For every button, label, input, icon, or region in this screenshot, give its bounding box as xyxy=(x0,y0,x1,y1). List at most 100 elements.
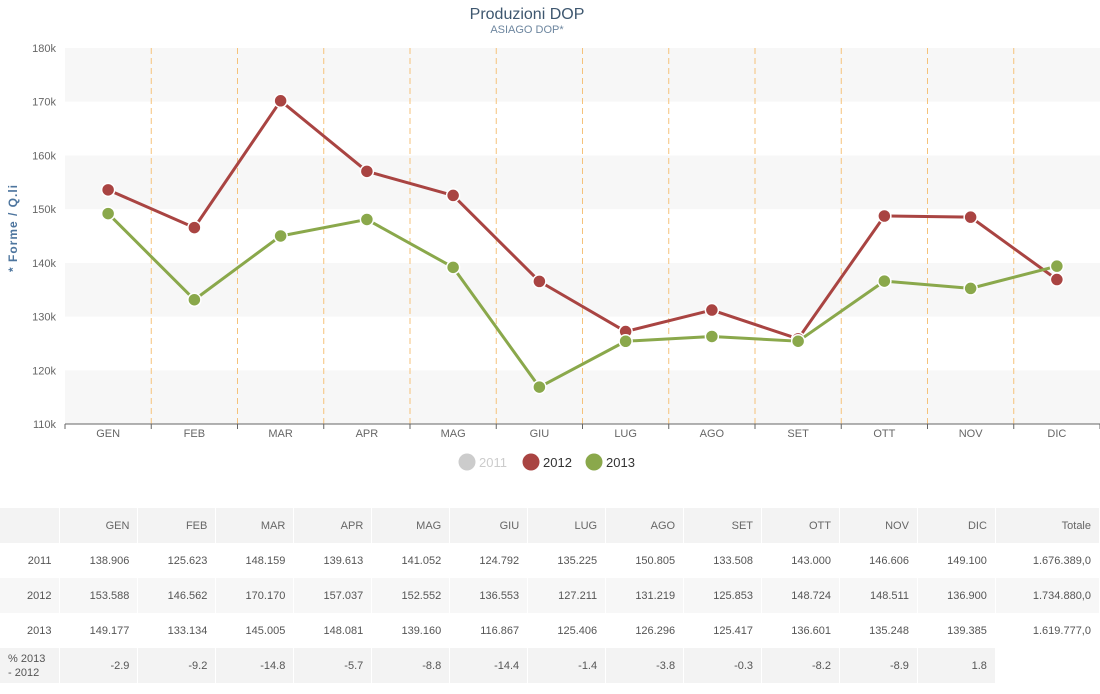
table-cell: 125.853 xyxy=(683,578,763,613)
row-total: 1.734.880,0 xyxy=(995,578,1100,613)
row-label: 2012 xyxy=(0,578,61,613)
y-tick-label: 120k xyxy=(32,365,56,377)
y-tick-label: 170k xyxy=(32,97,56,109)
table-cell: 170.170 xyxy=(215,578,295,613)
data-point-2013 xyxy=(1049,258,1065,274)
legend-label-2011: 2011 xyxy=(479,455,507,470)
table-header-cell: OTT xyxy=(761,508,840,543)
table-cell: 157.037 xyxy=(293,578,373,613)
table-cell: 150.805 xyxy=(605,543,685,578)
legend[interactable]: 2011 2012 2013 xyxy=(458,453,635,471)
table-cell: 145.005 xyxy=(215,613,295,648)
x-tick-label: GEN xyxy=(96,428,120,440)
table-row: 2013 149.177 133.134 145.005 148.081 139.160 1… xyxy=(0,613,1100,648)
table-header-cell: Totale xyxy=(995,508,1100,543)
table-cell: -0.3 xyxy=(683,648,763,683)
data-point-2012 xyxy=(532,274,547,289)
table-cell: 136.900 xyxy=(917,578,996,613)
x-tick-label: FEB xyxy=(184,428,205,440)
x-tick-label: LUG xyxy=(614,428,637,440)
table-cell: 148.159 xyxy=(215,543,295,578)
series-layer xyxy=(100,93,1065,395)
series-line-2012 xyxy=(107,99,1058,341)
data-point-2013 xyxy=(790,333,806,349)
series-line-2013 xyxy=(107,212,1058,389)
x-tick-label: AGO xyxy=(700,428,725,440)
table-header-cell: SET xyxy=(683,508,763,543)
legend-item-2011[interactable]: 2011 xyxy=(458,453,507,471)
grid-bands xyxy=(65,48,1100,424)
data-point-2012 xyxy=(100,182,116,198)
data-point-2013 xyxy=(100,206,116,221)
y-tick-label: 160k xyxy=(32,150,56,162)
data-point-2013 xyxy=(273,228,288,244)
x-axis: GEN FEB MAR APR MAG GIU LUG AGO SET OTT NOV DIC xyxy=(64,423,1100,440)
table-cell: 148.724 xyxy=(761,578,840,613)
legend-item-2012[interactable]: 2012 xyxy=(522,453,572,471)
x-tick-label: OTT xyxy=(873,428,895,440)
table-cell: 139.160 xyxy=(371,613,451,648)
data-point-2012 xyxy=(445,188,461,203)
table-header-cell: GEN xyxy=(59,508,139,543)
table-header-cell: FEB xyxy=(137,508,217,543)
row-total: 1.619.777,0 xyxy=(995,613,1100,648)
x-tick-label: APR xyxy=(356,428,379,440)
data-point-2013 xyxy=(963,281,978,296)
table-cell: 146.606 xyxy=(839,543,918,578)
table-cell: 143.000 xyxy=(761,543,840,578)
data-table: GEN FEB MAR APR MAG GIU LUG AGO SET OTT NOV DIC Tota… xyxy=(0,508,1100,683)
table-cell: 148.081 xyxy=(293,613,373,648)
data-point-2013 xyxy=(618,333,633,349)
x-tick-label: DIC xyxy=(1047,428,1066,440)
x-tick-label: GIU xyxy=(530,428,550,440)
y-axis-label: * Forme / Q.li xyxy=(6,184,20,272)
table-cell: 139.613 xyxy=(293,543,373,578)
table-cell: 148.511 xyxy=(839,578,918,613)
table-cell: -14.4 xyxy=(449,648,529,683)
table-cell: 124.792 xyxy=(449,543,529,578)
data-point-2012 xyxy=(1049,272,1065,287)
table-row: 2011 138.906 125.623 148.159 139.613 141.052 1… xyxy=(0,543,1100,578)
table-header-row: GEN FEB MAR APR MAG GIU LUG AGO SET OTT NOV DIC Tota… xyxy=(0,508,1100,543)
row-total xyxy=(995,648,1100,683)
table-body: 2011 138.906 125.623 148.159 139.613 141.052 1… xyxy=(0,543,1100,683)
table-cell: 125.417 xyxy=(683,613,763,648)
x-tick-label: SET xyxy=(787,428,809,440)
y-axis-ticks: 110k 120k 130k 140k 150k 160k 170k 180k xyxy=(32,43,56,431)
legend-marker-2011 xyxy=(458,453,476,471)
table-cell: -2.9 xyxy=(59,648,139,683)
legend-item-2013[interactable]: 2013 xyxy=(585,453,635,471)
table-cell: -3.8 xyxy=(605,648,685,683)
chart-subtitle: ASIAGO DOP* xyxy=(490,24,564,36)
row-label: 2011 xyxy=(0,543,61,578)
table-cell: 136.601 xyxy=(761,613,840,648)
y-tick-label: 110k xyxy=(33,419,57,431)
table-header-cell: MAG xyxy=(371,508,451,543)
x-tick-label: NOV xyxy=(959,428,984,440)
x-tick-label: MAR xyxy=(268,428,293,440)
legend-label-2013: 2013 xyxy=(606,455,635,470)
row-label: % 2013 - 2012 xyxy=(0,648,61,683)
table-cell: 152.552 xyxy=(371,578,451,613)
table-cell: -9.2 xyxy=(137,648,217,683)
table-cell: 136.553 xyxy=(449,578,529,613)
legend-marker-2012 xyxy=(522,453,540,471)
row-total: 1.676.389,0 xyxy=(995,543,1100,578)
table-row: % 2013 - 2012 -2.9 -9.2 -14.8 -5.7 -8.8 -14.4-… xyxy=(0,648,1100,683)
data-point-2013 xyxy=(445,260,461,275)
table-cell: 135.225 xyxy=(527,543,607,578)
data-point-2012 xyxy=(877,208,892,224)
table-cell: 125.623 xyxy=(137,543,217,578)
table-cell: 1.8 xyxy=(917,648,996,683)
table-cell: 125.406 xyxy=(527,613,607,648)
table-cell: 138.906 xyxy=(59,543,139,578)
category-separators xyxy=(150,48,1015,424)
data-point-2012 xyxy=(273,93,288,109)
data-point-2012 xyxy=(963,209,978,225)
table-cell: -14.8 xyxy=(215,648,295,683)
legend-marker-2013 xyxy=(585,453,603,471)
table-header-cell: AGO xyxy=(605,508,685,543)
x-tick-label: MAG xyxy=(441,428,466,440)
table-header-cell: NOV xyxy=(839,508,918,543)
data-point-2013 xyxy=(877,273,892,289)
